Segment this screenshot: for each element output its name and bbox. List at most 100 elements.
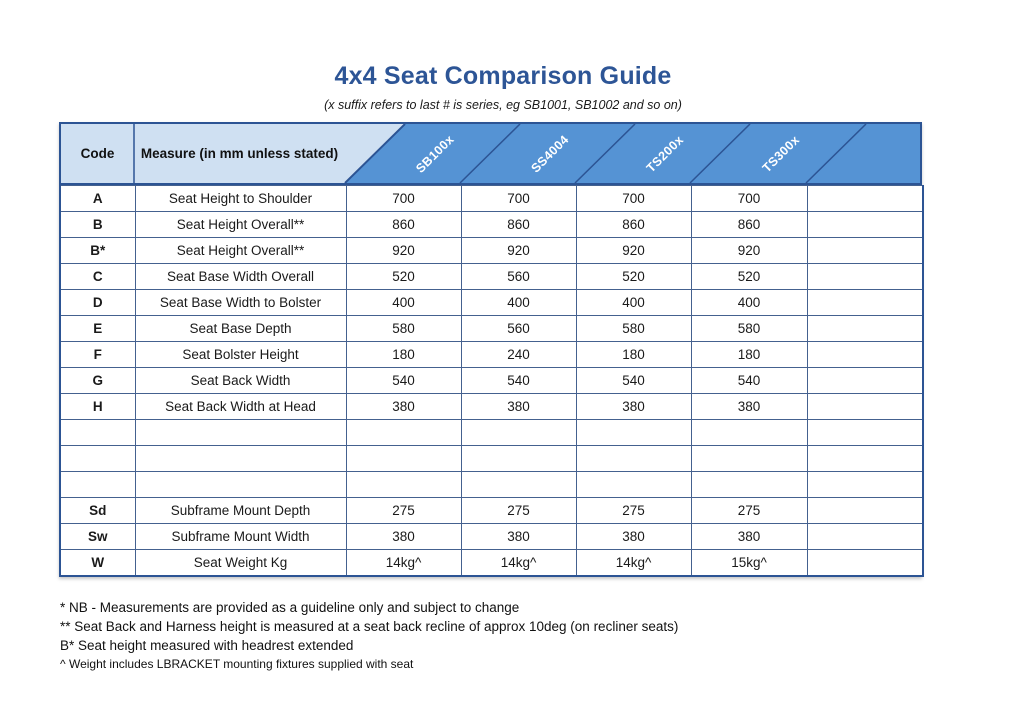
measure-cell: Seat Height Overall** — [134, 237, 347, 264]
value-cell: 14kg^ — [345, 549, 462, 577]
comparison-table: Code Measure (in mm unless stated) SB100… — [59, 122, 924, 577]
value-cell — [345, 419, 462, 446]
table-header: Code Measure (in mm unless stated) SB100… — [59, 122, 922, 185]
table-row: B* Seat Height Overall** 920 920 920 920 — [59, 237, 924, 264]
empty-cell — [806, 237, 924, 264]
value-cell: 14kg^ — [460, 549, 577, 577]
value-cell: 180 — [690, 341, 808, 368]
value-cell — [690, 445, 808, 472]
code-cell — [59, 445, 136, 472]
measure-cell: Seat Back Width at Head — [134, 393, 347, 420]
table-body: A Seat Height to Shoulder 700 700 700 700 B Sea… — [59, 185, 924, 577]
value-cell: 180 — [345, 341, 462, 368]
value-cell: 380 — [575, 523, 692, 550]
measure-cell: Seat Base Width to Bolster — [134, 289, 347, 316]
value-cell — [690, 419, 808, 446]
value-cell: 180 — [575, 341, 692, 368]
value-cell: 400 — [575, 289, 692, 316]
footnote-weight: ^ Weight includes LBRACKET mounting fixt… — [60, 657, 414, 671]
empty-cell — [806, 393, 924, 420]
measure-cell: Seat Height to Shoulder — [134, 185, 347, 212]
value-cell: 14kg^ — [575, 549, 692, 577]
measure-cell: Seat Weight Kg — [134, 549, 347, 577]
value-cell — [575, 471, 692, 498]
value-cell: 920 — [690, 237, 808, 264]
measure-cell: Seat Base Width Overall — [134, 263, 347, 290]
empty-cell — [806, 315, 924, 342]
value-cell: 240 — [460, 341, 577, 368]
page-title: 4x4 Seat Comparison Guide — [334, 62, 672, 90]
value-cell — [345, 471, 462, 498]
value-cell: 380 — [345, 523, 462, 550]
value-cell: 920 — [460, 237, 577, 264]
table-body-rows: A Seat Height to Shoulder 700 700 700 700 B Sea… — [59, 185, 924, 577]
code-cell: E — [59, 315, 136, 342]
code-cell: D — [59, 289, 136, 316]
empty-cell — [806, 263, 924, 290]
value-cell: 275 — [690, 497, 808, 524]
value-cell: 520 — [345, 263, 462, 290]
value-cell — [460, 471, 577, 498]
code-cell: Sd — [59, 497, 136, 524]
value-cell: 580 — [575, 315, 692, 342]
column-header-code: Code — [80, 146, 115, 161]
column-header-measure: Measure (in mm unless stated) — [140, 146, 339, 161]
value-cell — [690, 471, 808, 498]
value-cell: 520 — [690, 263, 808, 290]
code-cell: Sw — [59, 523, 136, 550]
table-row: H Seat Back Width at Head 380 380 380 380 — [59, 393, 924, 420]
empty-cell — [806, 497, 924, 524]
value-cell: 275 — [460, 497, 577, 524]
value-cell: 275 — [575, 497, 692, 524]
table-row: D Seat Base Width to Bolster 400 400 400 400 — [59, 289, 924, 316]
empty-cell — [806, 185, 924, 212]
value-cell: 580 — [690, 315, 808, 342]
code-cell: W — [59, 549, 136, 577]
code-cell: C — [59, 263, 136, 290]
empty-cell — [806, 471, 924, 498]
code-cell — [59, 471, 136, 498]
value-cell: 380 — [460, 523, 577, 550]
footnote-recline: ** Seat Back and Harness height is measu… — [60, 619, 679, 634]
table-row: C Seat Base Width Overall 520 560 520 520 — [59, 263, 924, 290]
value-cell: 860 — [690, 211, 808, 238]
value-cell: 380 — [575, 393, 692, 420]
code-cell: H — [59, 393, 136, 420]
table-row: G Seat Back Width 540 540 540 540 — [59, 367, 924, 394]
value-cell: 700 — [690, 185, 808, 212]
value-cell: 400 — [460, 289, 577, 316]
table-row: Sw Subframe Mount Width 380 380 380 380 — [59, 523, 924, 550]
value-cell: 380 — [690, 523, 808, 550]
empty-cell — [806, 419, 924, 446]
code-cell: B — [59, 211, 136, 238]
value-cell: 700 — [345, 185, 462, 212]
empty-cell — [806, 367, 924, 394]
code-cell — [59, 419, 136, 446]
value-cell: 540 — [575, 367, 692, 394]
measure-cell: Seat Bolster Height — [134, 341, 347, 368]
code-cell: A — [59, 185, 136, 212]
value-cell: 380 — [690, 393, 808, 420]
value-cell: 540 — [460, 367, 577, 394]
value-cell: 540 — [690, 367, 808, 394]
value-cell: 540 — [345, 367, 462, 394]
value-cell: 400 — [690, 289, 808, 316]
value-cell: 400 — [345, 289, 462, 316]
measure-cell — [134, 445, 347, 472]
value-cell: 380 — [460, 393, 577, 420]
footnotes: * NB - Measurements are provided as a gu… — [60, 598, 678, 674]
value-cell: 920 — [575, 237, 692, 264]
heading: 4x4 Seat Comparison Guide (x suffix refe… — [0, 62, 1006, 112]
page-subtitle: (x suffix refers to last # is series, eg… — [324, 98, 682, 112]
value-cell: 380 — [345, 393, 462, 420]
measure-cell: Seat Base Depth — [134, 315, 347, 342]
value-cell: 560 — [460, 263, 577, 290]
value-cell: 520 — [575, 263, 692, 290]
empty-cell — [806, 549, 924, 577]
empty-cell — [806, 445, 924, 472]
table-row: W Seat Weight Kg 14kg^ 14kg^ 14kg^ 15kg^ — [59, 549, 924, 577]
value-cell: 560 — [460, 315, 577, 342]
value-cell — [575, 419, 692, 446]
value-cell — [575, 445, 692, 472]
